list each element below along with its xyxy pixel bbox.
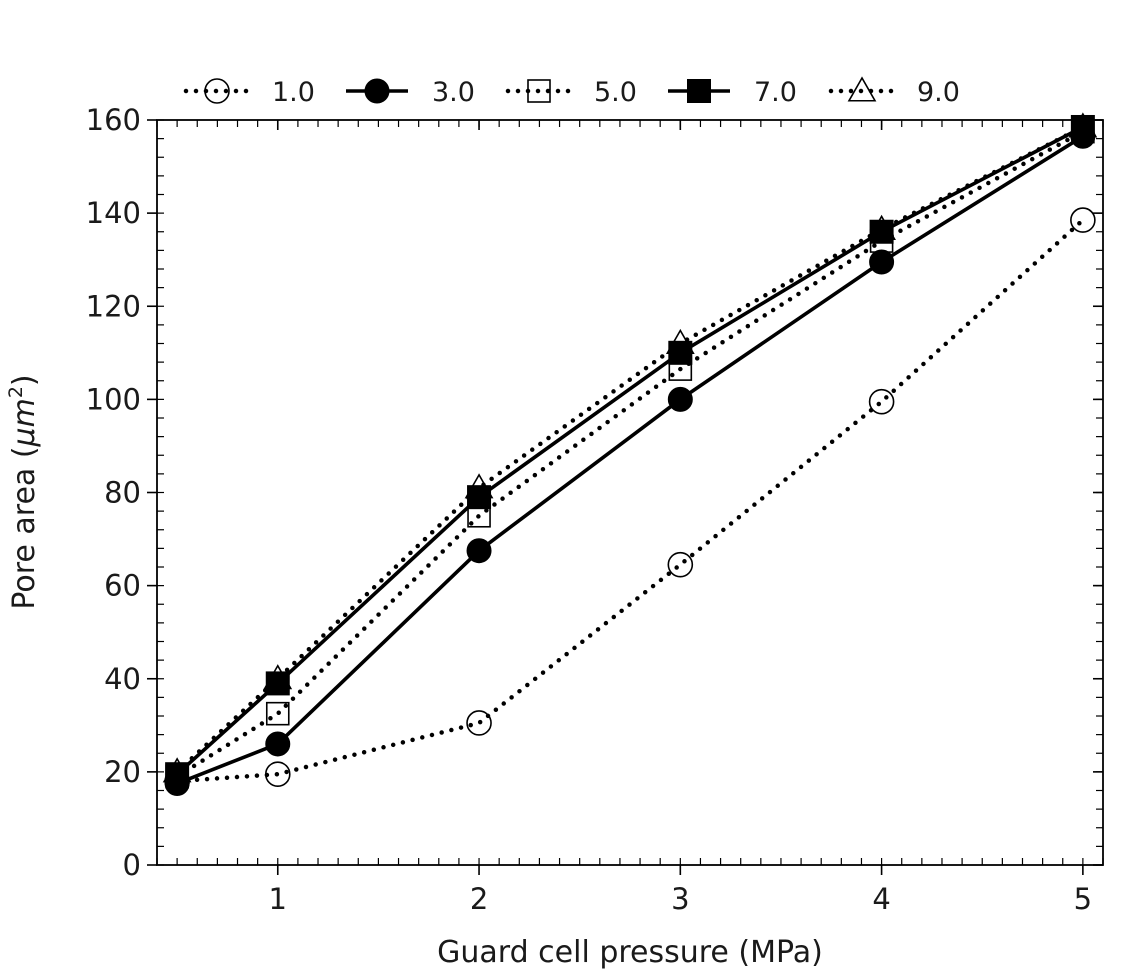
plot-frame [156, 119, 1104, 866]
data-point-9-0 [464, 473, 494, 499]
y-tick-label: 20 [104, 755, 141, 789]
legend-marker [364, 78, 390, 104]
legend-marker [204, 78, 230, 104]
data-point-3-0 [869, 249, 895, 275]
y-tick-label: 140 [86, 196, 141, 230]
series-3-0 [164, 123, 1096, 797]
legend-label: 7.0 [754, 77, 797, 108]
legend-label: 1.0 [272, 77, 315, 108]
data-point-9-0 [162, 757, 192, 783]
data-point-9-0 [665, 328, 695, 355]
series-9-0 [162, 112, 1098, 783]
series-line-5-0 [174, 129, 1086, 779]
x-tick-label: 3 [671, 882, 689, 916]
series-group [162, 112, 1098, 797]
data-point-1-0 [667, 551, 694, 578]
y-tick-label: 60 [104, 569, 141, 603]
x-tick-label: 2 [470, 882, 488, 916]
legend-label: 5.0 [594, 77, 637, 108]
series-line-1-0 [174, 217, 1086, 784]
y-axis-label: Pore area (μm2) [5, 374, 42, 609]
series-5-0 [165, 119, 1095, 789]
legend-label: 9.0 [917, 77, 960, 108]
legend-marker [687, 79, 711, 103]
y-tick-label: 80 [104, 476, 141, 510]
data-point-1-0 [466, 710, 492, 736]
x-axis-label: Guard cell pressure (MPa) [437, 935, 823, 970]
legend-item-1-0: 1.0 [183, 77, 315, 108]
data-point-5-0 [265, 701, 290, 726]
legend-item-3-0: 3.0 [346, 77, 475, 108]
data-point-3-0 [667, 386, 693, 412]
legend-item-5-0: 5.0 [505, 77, 637, 108]
data-point-3-0 [265, 731, 291, 757]
series-1-0 [164, 207, 1096, 794]
major-ticks [147, 119, 1103, 875]
data-point-7-0 [1070, 114, 1095, 139]
y-tick-label: 100 [86, 382, 141, 416]
y-tick-label: 0 [123, 848, 141, 882]
data-point-1-0 [868, 388, 895, 415]
legend-marker [527, 79, 551, 103]
minor-ticks [156, 119, 1104, 866]
data-point-7-0 [265, 671, 290, 696]
data-point-3-0 [466, 538, 492, 564]
legend-marker [847, 76, 877, 102]
x-tick-label: 4 [872, 882, 890, 916]
data-point-1-0 [1070, 207, 1096, 233]
series-line-3-0 [176, 134, 1084, 786]
y-tick-label: 120 [86, 289, 141, 323]
data-point-1-0 [264, 761, 291, 788]
series-line-9-0 [174, 124, 1086, 775]
legend-label: 3.0 [432, 77, 475, 108]
data-point-9-0 [867, 214, 896, 240]
x-tick-label: 1 [269, 882, 287, 916]
x-tick-label: 5 [1074, 882, 1092, 916]
legend-item-7-0: 7.0 [668, 77, 797, 108]
data-point-9-0 [263, 664, 293, 690]
data-point-9-0 [1068, 112, 1098, 138]
legend: 1.0 3.0 5.0 7.0 9.0 [183, 76, 960, 108]
legend-item-9-0: 9.0 [828, 76, 960, 108]
y-tick-label: 40 [104, 662, 141, 696]
y-tick-label: 160 [86, 103, 141, 137]
tick-labels: 1 2 3 4 5 0 20 40 60 80 100 120 140 160 [86, 103, 1092, 916]
